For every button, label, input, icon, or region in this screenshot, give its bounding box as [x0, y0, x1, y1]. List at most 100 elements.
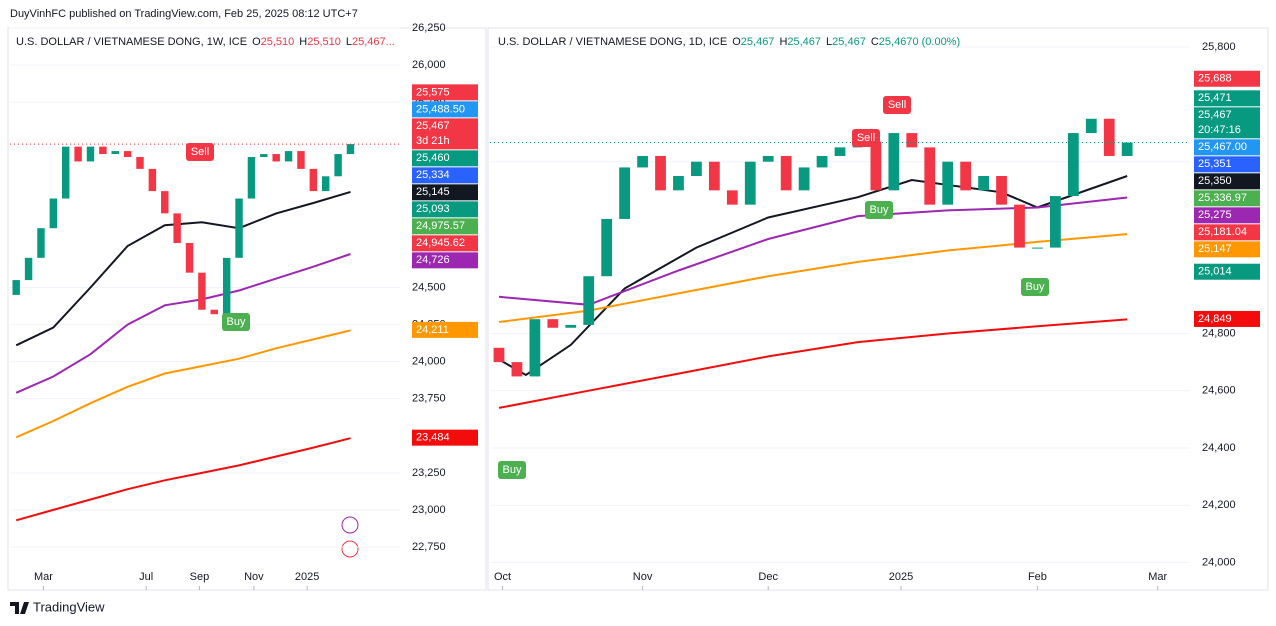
- price-tag-label: 25,350: [1198, 175, 1232, 187]
- candle-body: [708, 161, 720, 191]
- price-tag: [412, 84, 478, 101]
- price-tag-label: 25,688: [1198, 73, 1232, 85]
- candle-body: [673, 176, 684, 191]
- candle-body: [565, 324, 577, 328]
- indicator-line: [498, 318, 1128, 409]
- quote-value: 25,467...: [352, 36, 395, 48]
- y-tick-label: 26,250: [412, 22, 446, 34]
- price-tag: [1194, 207, 1260, 224]
- candle-body: [655, 155, 666, 191]
- quote-value: 25,467: [741, 36, 775, 48]
- candle-body: [1103, 118, 1115, 156]
- signal-label: Buy: [227, 316, 246, 328]
- candle-body: [272, 154, 280, 162]
- candle-body: [74, 146, 82, 162]
- indicator-line: [15, 329, 351, 439]
- quote-key: O: [732, 36, 741, 48]
- candle-body: [978, 176, 989, 191]
- x-tick-label: Nov: [633, 571, 653, 583]
- price-tag: [1194, 310, 1260, 327]
- candle-body: [148, 168, 157, 192]
- y-tick-label: 24,000: [412, 356, 446, 368]
- candle-body: [726, 190, 738, 205]
- weekly-icons: [341, 516, 359, 558]
- title: U.S. DOLLAR / VIETNAMESE DONG, 1D, ICE: [498, 36, 727, 48]
- candle-body: [198, 272, 206, 310]
- candle-body: [185, 243, 194, 273]
- y-tick-label: 23,250: [412, 467, 446, 479]
- chart-title: U.S. DOLLAR / VIETNAMESE DONG, 1W, ICE O2…: [16, 36, 395, 48]
- price-tag-label: 23,484: [416, 432, 450, 444]
- x-tick-label: Mar: [1148, 571, 1167, 583]
- signal-badge: [852, 129, 880, 147]
- quote-key: O: [252, 36, 261, 48]
- candle-body: [247, 157, 256, 199]
- candle-body: [210, 309, 218, 315]
- signal-badge: [222, 313, 250, 331]
- candle-body: [1067, 133, 1079, 197]
- candle-body: [744, 161, 756, 205]
- signal-label: Sell: [888, 99, 906, 111]
- candle-body: [12, 280, 20, 295]
- price-tag-label: 24,211: [416, 324, 449, 336]
- pane-daily: [487, 27, 1269, 591]
- candle-body: [637, 155, 648, 168]
- price-tag-countdown: 3d 21h: [416, 135, 450, 147]
- signal-badge: [883, 96, 911, 114]
- price-tag-label: 25,014: [1198, 266, 1232, 278]
- signal-label: Buy: [1026, 281, 1045, 293]
- price-tag: [412, 252, 478, 269]
- quote-key: H: [299, 36, 307, 48]
- price-tag: [412, 218, 478, 235]
- price-tag: [412, 167, 478, 184]
- price-tag-label: 25,093: [416, 203, 450, 215]
- candle-body: [322, 176, 330, 192]
- price-tag: [1194, 107, 1260, 139]
- candle-body: [906, 133, 918, 148]
- candle-body: [334, 154, 342, 177]
- candle-body: [888, 133, 900, 191]
- chart-title: U.S. DOLLAR / VIETNAMESE DONG, 1D, ICE O2…: [498, 36, 960, 48]
- candle-body: [798, 167, 810, 191]
- price-tag: [412, 235, 478, 252]
- candle-body: [493, 347, 505, 363]
- signal-label: Buy: [503, 464, 522, 476]
- price-tag: [412, 101, 478, 118]
- candle-body: [260, 154, 268, 158]
- candle-body: [996, 176, 1007, 205]
- x-tick-label: Jul: [139, 571, 153, 583]
- x-tick-label: Mar: [34, 571, 53, 583]
- candle-body: [161, 191, 169, 214]
- signal-badge: [865, 201, 893, 219]
- x-tick-label: Nov: [244, 571, 264, 583]
- y-tick-label: 24,500: [412, 281, 446, 293]
- indicator-line: [15, 437, 351, 522]
- candle-body: [601, 218, 613, 277]
- indicator-line: [15, 190, 351, 347]
- price-tag: [412, 118, 478, 150]
- y-tick-label: 24,400: [1202, 442, 1236, 454]
- candle-body: [297, 151, 305, 169]
- quote-value: 25,510: [261, 36, 295, 48]
- signal-badge: [498, 461, 526, 479]
- x-tick-label: Dec: [758, 571, 778, 583]
- quote-value: 0 (0.00%): [912, 36, 960, 48]
- candle-body: [529, 319, 541, 377]
- price-tag-label: 24,975.57: [416, 220, 465, 232]
- attribution: DuyVinhFC published on TradingView.com, …: [10, 8, 358, 20]
- price-tag: [412, 150, 478, 167]
- price-tag-label: 25,181.04: [1198, 226, 1247, 238]
- candle-body: [762, 155, 774, 162]
- y-tick-label: 24,600: [1202, 385, 1236, 397]
- x-tick-label: Oct: [494, 571, 511, 583]
- candle-body: [173, 213, 181, 244]
- signal-label: Sell: [191, 146, 209, 158]
- candle-body: [960, 161, 972, 191]
- candle-body: [619, 167, 630, 219]
- price-tag: [412, 184, 478, 201]
- price-tag-label: 24,726: [416, 254, 450, 266]
- price-tag: [1194, 90, 1260, 107]
- candle-body: [235, 198, 243, 258]
- quote-key: C: [871, 36, 879, 48]
- indicator-line: [15, 253, 351, 394]
